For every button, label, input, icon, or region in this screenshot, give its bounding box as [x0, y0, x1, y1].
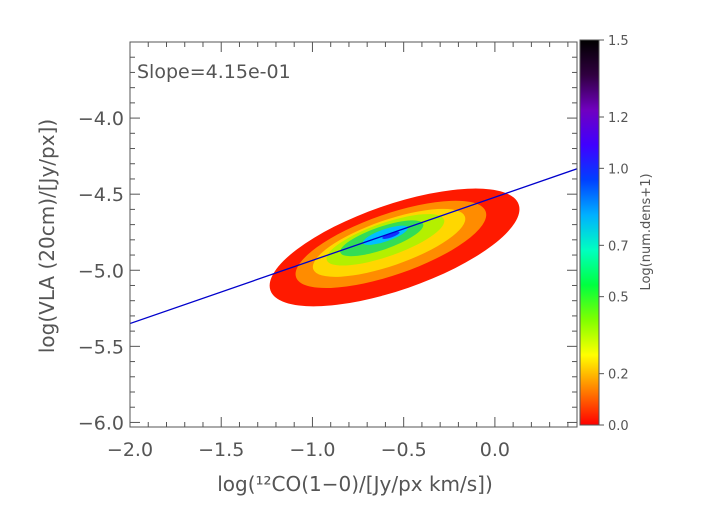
- colorbar-tick-label: 0.7: [608, 239, 629, 254]
- colorbar-tick-label: 0.0: [608, 419, 629, 434]
- colorbar: [579, 39, 600, 426]
- x-tick-labels: −2.0 −1.5 −1.0 −0.5 0.0: [107, 439, 510, 461]
- colorbar-tick-label: 0.2: [608, 368, 629, 383]
- colorbar-ticks: 0.0 0.2 0.5 0.7 1.0 1.2 1.5: [599, 34, 629, 434]
- y-tick-labels: −6.0 −5.5 −5.0 −4.5 −4.0: [78, 108, 124, 434]
- x-tick-label: −2.0: [107, 439, 153, 461]
- y-tick-label: −4.0: [78, 108, 124, 130]
- x-tick-label: −1.0: [289, 439, 335, 461]
- density-contours: [269, 188, 520, 307]
- x-axis-label: log(¹²CO(1−0)/[Jy/px km/s]): [217, 472, 493, 496]
- colorbar-label: Log(num.dens+1): [639, 173, 654, 290]
- y-tick-label: −5.0: [78, 260, 124, 282]
- colorbar-tick-label: 0.5: [608, 291, 629, 306]
- y-tick-label: −4.5: [78, 184, 124, 206]
- x-tick-label: 0.0: [480, 439, 510, 461]
- x-tick-label: −0.5: [381, 439, 427, 461]
- axis-ticks: [129, 41, 577, 427]
- fit-line-layer: [130, 168, 577, 325]
- colorbar-tick-label: 1.0: [608, 162, 629, 177]
- density-band-6: [382, 231, 400, 239]
- colorbar-tick-label: 1.2: [608, 111, 629, 126]
- plot-frame: [129, 41, 578, 428]
- x-tick-label: −1.5: [198, 439, 244, 461]
- fit-line: [130, 168, 577, 325]
- y-axis-label: log(VLA (20cm)/[Jy/px]): [35, 119, 59, 353]
- y-tick-label: −5.5: [78, 336, 124, 358]
- colorbar-tick-label: 1.5: [608, 34, 629, 49]
- slope-annotation: Slope=4.15e-01: [137, 61, 291, 83]
- y-tick-label: −6.0: [78, 412, 124, 434]
